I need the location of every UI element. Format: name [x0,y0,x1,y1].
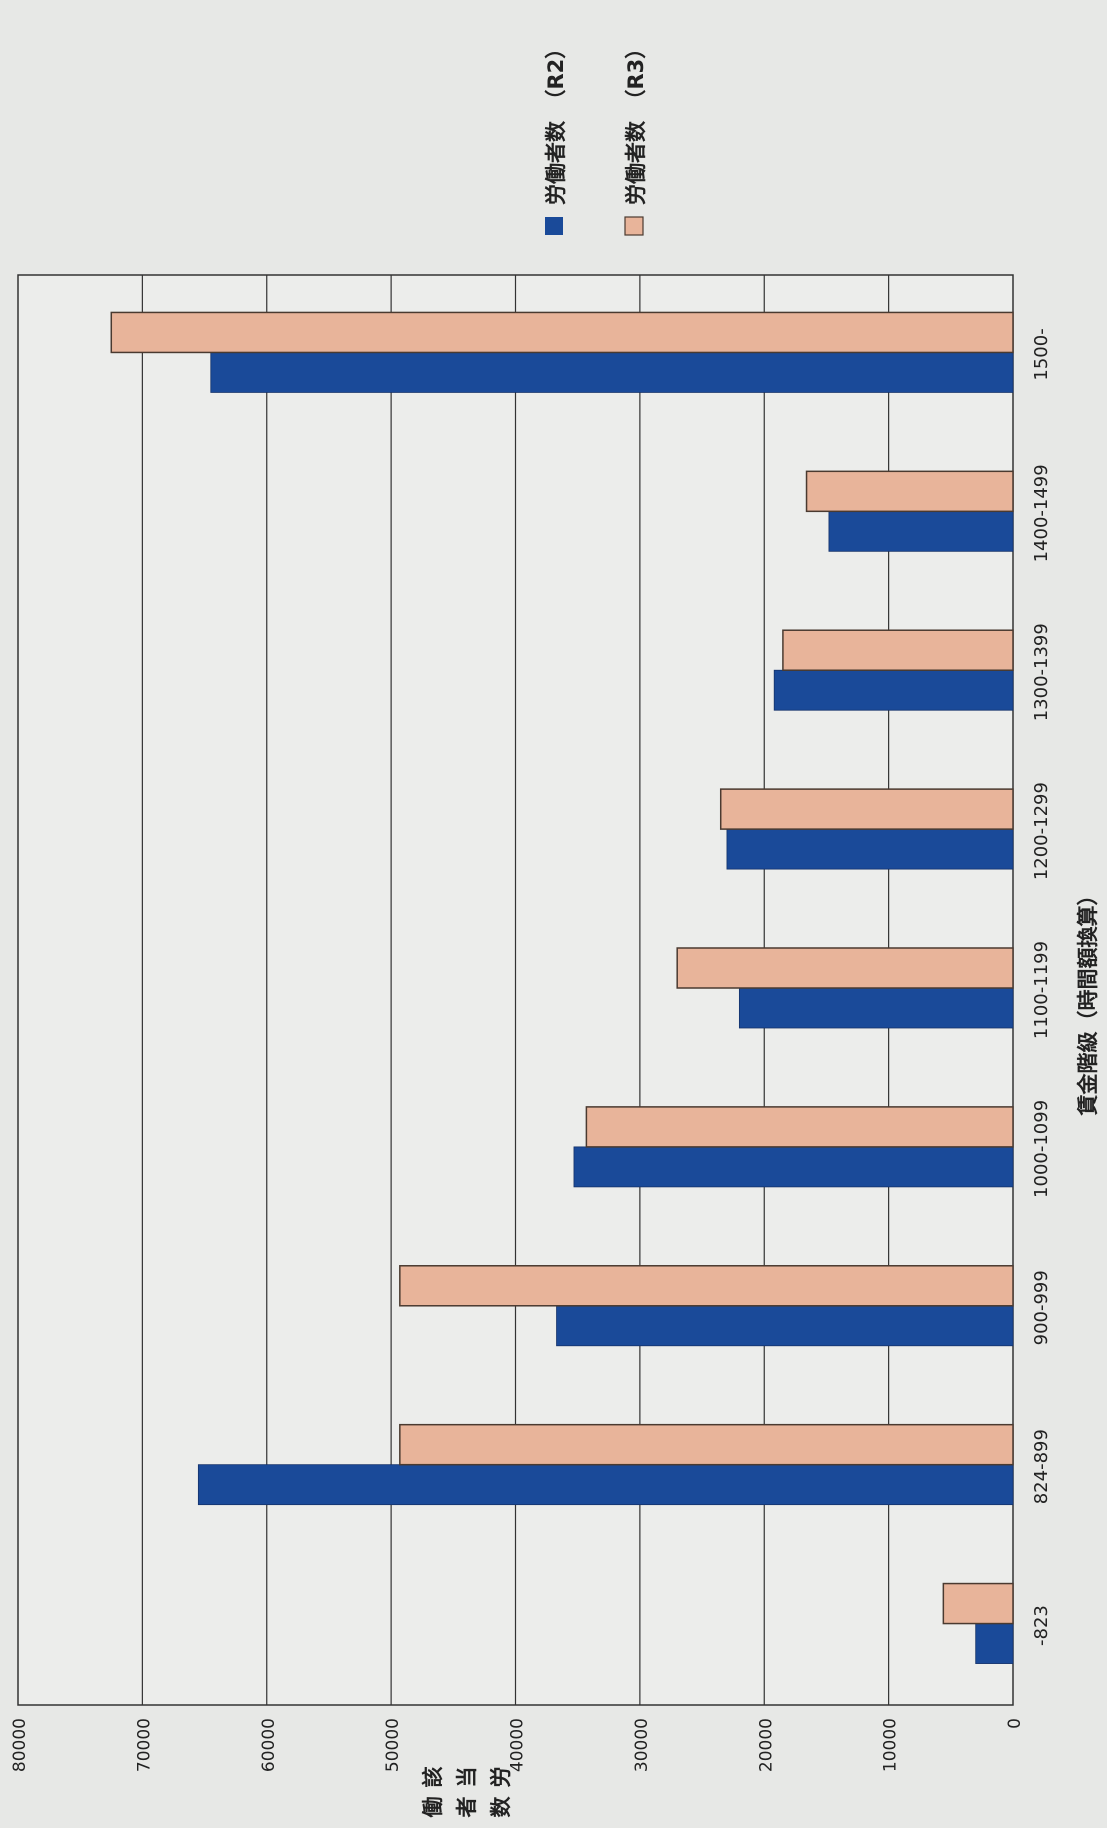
y-axis-title-char: 者 [455,1797,479,1818]
x-tick-label: 1000-1099 [1031,1100,1052,1198]
y-tick-label: 0 [1005,1718,1025,1729]
y-tick-label: 60000 [259,1718,279,1772]
y-tick-label: 80000 [10,1718,30,1772]
x-axis-title: 賃金階級（時間額換算） [1076,885,1100,1117]
legend-swatch [545,217,563,235]
bar-r3 [585,1106,1014,1148]
y-axis-title-char: 数 [489,1796,513,1818]
y-axis-title: 該当労働者数 [421,1767,513,1819]
bar-r2 [556,1305,1014,1347]
bar-r3 [805,470,1014,513]
y-tick-label: 40000 [508,1718,528,1772]
x-tick-label: 900-999 [1031,1270,1052,1345]
bar-r3 [110,311,1014,354]
y-tick-label: 20000 [756,1718,776,1772]
bar-r2 [726,828,1014,870]
y-axis-title-char: 働 [421,1797,445,1819]
bar-r3 [399,1265,1014,1307]
x-tick-label: 824-899 [1031,1429,1052,1504]
y-tick-label: 70000 [134,1718,154,1772]
legend-swatch [624,216,644,236]
x-tick-label: 1100-1199 [1031,941,1052,1039]
x-tick-label: 1500- [1031,328,1052,380]
legend-label: 労働者数 （R3） [624,38,648,205]
bar-r2 [738,987,1014,1029]
bar-r2 [773,669,1014,711]
x-tick-label: 1300-1399 [1031,623,1052,721]
y-tick-label: 10000 [881,1718,901,1772]
legend: 労働者数 （R2） 労働者数 （R3） [544,38,648,236]
bar-r2 [573,1146,1014,1188]
bar-r2 [975,1623,1014,1664]
y-tick-label: 30000 [632,1718,652,1772]
bar-r2 [197,1464,1014,1506]
y-axis-title-char: 労 [489,1767,513,1788]
legend-label: 労働者数 （R2） [544,38,568,205]
bar-r3 [942,1582,1014,1625]
bar-r2 [828,510,1014,552]
bar-r3 [719,788,1014,830]
x-tick-label: 1400-1499 [1031,464,1052,562]
x-tick-label: 1200-1299 [1031,782,1052,880]
x-tick-label: -823 [1031,1605,1052,1646]
bar-r3 [782,629,1014,671]
bar-r3 [676,947,1014,989]
bar-r2 [210,352,1014,393]
y-axis-title-char: 該 [421,1767,445,1788]
bar-r3 [399,1423,1014,1466]
y-axis-title-char: 当 [455,1767,479,1788]
y-tick-label: 50000 [383,1718,403,1772]
